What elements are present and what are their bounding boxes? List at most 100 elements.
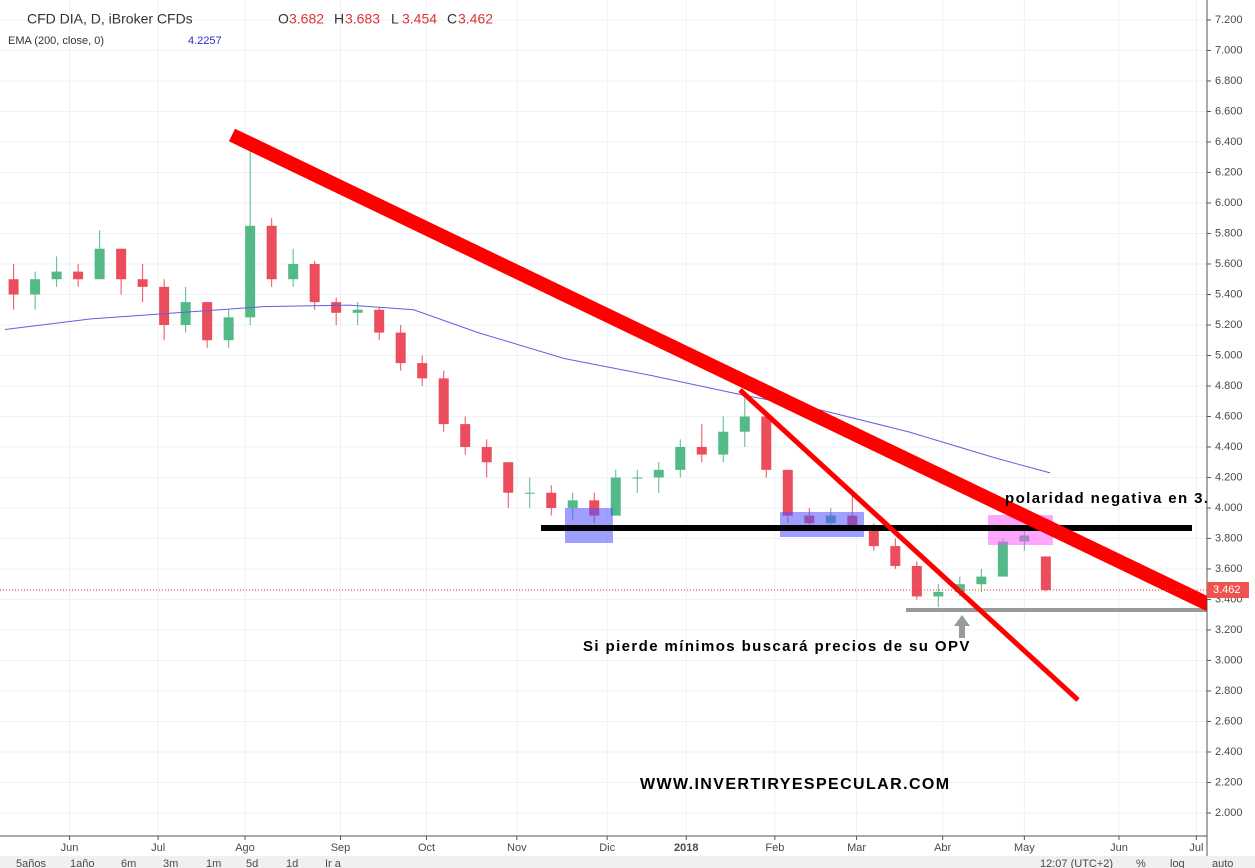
- x-tick-label: Abr: [934, 842, 951, 854]
- x-tick-label: Jun: [61, 842, 79, 854]
- candle-body: [245, 225, 256, 318]
- candle-body: [159, 286, 170, 325]
- candle-body: [933, 591, 944, 597]
- candle-body: [374, 309, 385, 333]
- x-tick-label: Feb: [765, 842, 784, 854]
- price-axis: [1207, 0, 1255, 856]
- symbol: CFD DIA, D, iBroker CFDs: [27, 11, 193, 27]
- x-tick-label: May: [1014, 842, 1035, 854]
- y-tick-label: 4.000: [1215, 502, 1243, 514]
- annotation: polaridad negativa en 3.8: [1005, 490, 1219, 507]
- ohlc-key: H: [334, 11, 344, 27]
- range-button[interactable]: 3m: [163, 858, 178, 868]
- candle-body: [481, 446, 492, 463]
- range-button[interactable]: 1año: [70, 858, 94, 868]
- time-label: 12:07 (UTC+2): [1040, 858, 1113, 868]
- candle-body: [610, 477, 621, 516]
- candle-body: [739, 416, 750, 432]
- ohlc-value: 3.682: [289, 11, 324, 27]
- range-button[interactable]: 1m: [206, 858, 221, 868]
- x-tick-label: Jul: [1189, 842, 1203, 854]
- y-tick-label: 3.000: [1215, 654, 1243, 666]
- y-tick-label: 2.400: [1215, 746, 1243, 758]
- x-tick-label: 2018: [674, 842, 698, 854]
- range-button[interactable]: 5años: [16, 858, 46, 868]
- goto-button[interactable]: Ir a: [325, 858, 342, 868]
- candle-body: [223, 317, 234, 341]
- candle-body: [696, 446, 707, 455]
- y-tick-label: 4.800: [1215, 380, 1243, 392]
- candle-body: [288, 263, 299, 280]
- candle-body: [761, 416, 772, 470]
- ohlc-key: C: [447, 11, 457, 27]
- x-tick-label: Ago: [235, 842, 255, 854]
- y-tick-label: 7.200: [1215, 14, 1243, 26]
- y-tick-label: 3.600: [1215, 563, 1243, 575]
- candle-body: [73, 271, 84, 280]
- candle-body: [632, 477, 643, 479]
- range-button[interactable]: 6m: [121, 858, 136, 868]
- candle-body: [116, 248, 127, 280]
- x-tick-label: Nov: [507, 842, 527, 854]
- last-price-box: [1207, 582, 1249, 599]
- candle-body: [589, 500, 600, 516]
- y-tick-label: 2.800: [1215, 685, 1243, 697]
- x-tick-label: Jun: [1110, 842, 1128, 854]
- candle-body: [352, 309, 363, 313]
- x-tick-label: Sep: [331, 842, 351, 854]
- y-tick-label: 6.200: [1215, 166, 1243, 178]
- scale-option[interactable]: auto: [1212, 858, 1233, 868]
- y-tick-label: 6.800: [1215, 75, 1243, 87]
- ohlc-value: 3.462: [458, 11, 493, 27]
- y-tick-label: 5.200: [1215, 319, 1243, 331]
- ohlc-key: L: [391, 11, 399, 27]
- candle-body: [782, 469, 793, 516]
- grid: [0, 0, 1207, 836]
- marks: [4, 141, 1051, 608]
- x-tick-label: Jul: [151, 842, 165, 854]
- candle-body: [718, 431, 729, 455]
- ema-line: [4, 304, 1051, 474]
- ohlc-value: 3.454: [402, 11, 437, 27]
- y-tick-label: 6.400: [1215, 136, 1243, 148]
- y-tick-label: 2.600: [1215, 715, 1243, 727]
- y-tick-label: 5.400: [1215, 288, 1243, 300]
- x-tick-label: Mar: [847, 842, 866, 854]
- candle-body: [1040, 556, 1051, 591]
- scale-option[interactable]: %: [1136, 858, 1146, 868]
- y-tick-label: 4.600: [1215, 410, 1243, 422]
- ohlc-value: 3.683: [345, 11, 380, 27]
- axes: 2.0002.2002.4002.6002.8003.0003.2003.400…: [0, 14, 1249, 854]
- candle-body: [524, 492, 535, 494]
- candle-body: [911, 565, 922, 597]
- y-tick-label: 5.600: [1215, 258, 1243, 270]
- y-tick-label: 2.000: [1215, 807, 1243, 819]
- zone-box: [780, 512, 864, 537]
- trend-line: [738, 388, 1080, 702]
- y-tick-label: 5.800: [1215, 227, 1243, 239]
- scale-option[interactable]: log: [1170, 858, 1185, 868]
- candle-body: [438, 378, 449, 425]
- range-button[interactable]: 5d: [246, 858, 258, 868]
- x-tick-label: Oct: [418, 842, 435, 854]
- y-tick-label: 5.000: [1215, 349, 1243, 361]
- candle-body: [653, 469, 664, 478]
- candle-body: [976, 576, 987, 585]
- annotation: Si pierde mínimos buscará precios de su …: [583, 638, 971, 655]
- candle-body: [8, 279, 19, 295]
- trend-line: [228, 128, 1214, 612]
- range-button[interactable]: 1d: [286, 858, 298, 868]
- indicator-name: EMA (200, close, 0): [8, 35, 104, 47]
- candle-body: [202, 302, 213, 341]
- toolbar: [0, 856, 1255, 868]
- y-tick-label: 7.000: [1215, 44, 1243, 56]
- arrow: [954, 615, 970, 638]
- y-tick-label: 3.200: [1215, 624, 1243, 636]
- candle-body: [503, 462, 514, 493]
- candle-body: [954, 584, 965, 592]
- annotation: WWW.INVERTIRYESPECULAR.COM: [640, 776, 950, 793]
- y-tick-label: 4.200: [1215, 471, 1243, 483]
- candle-body: [417, 363, 428, 379]
